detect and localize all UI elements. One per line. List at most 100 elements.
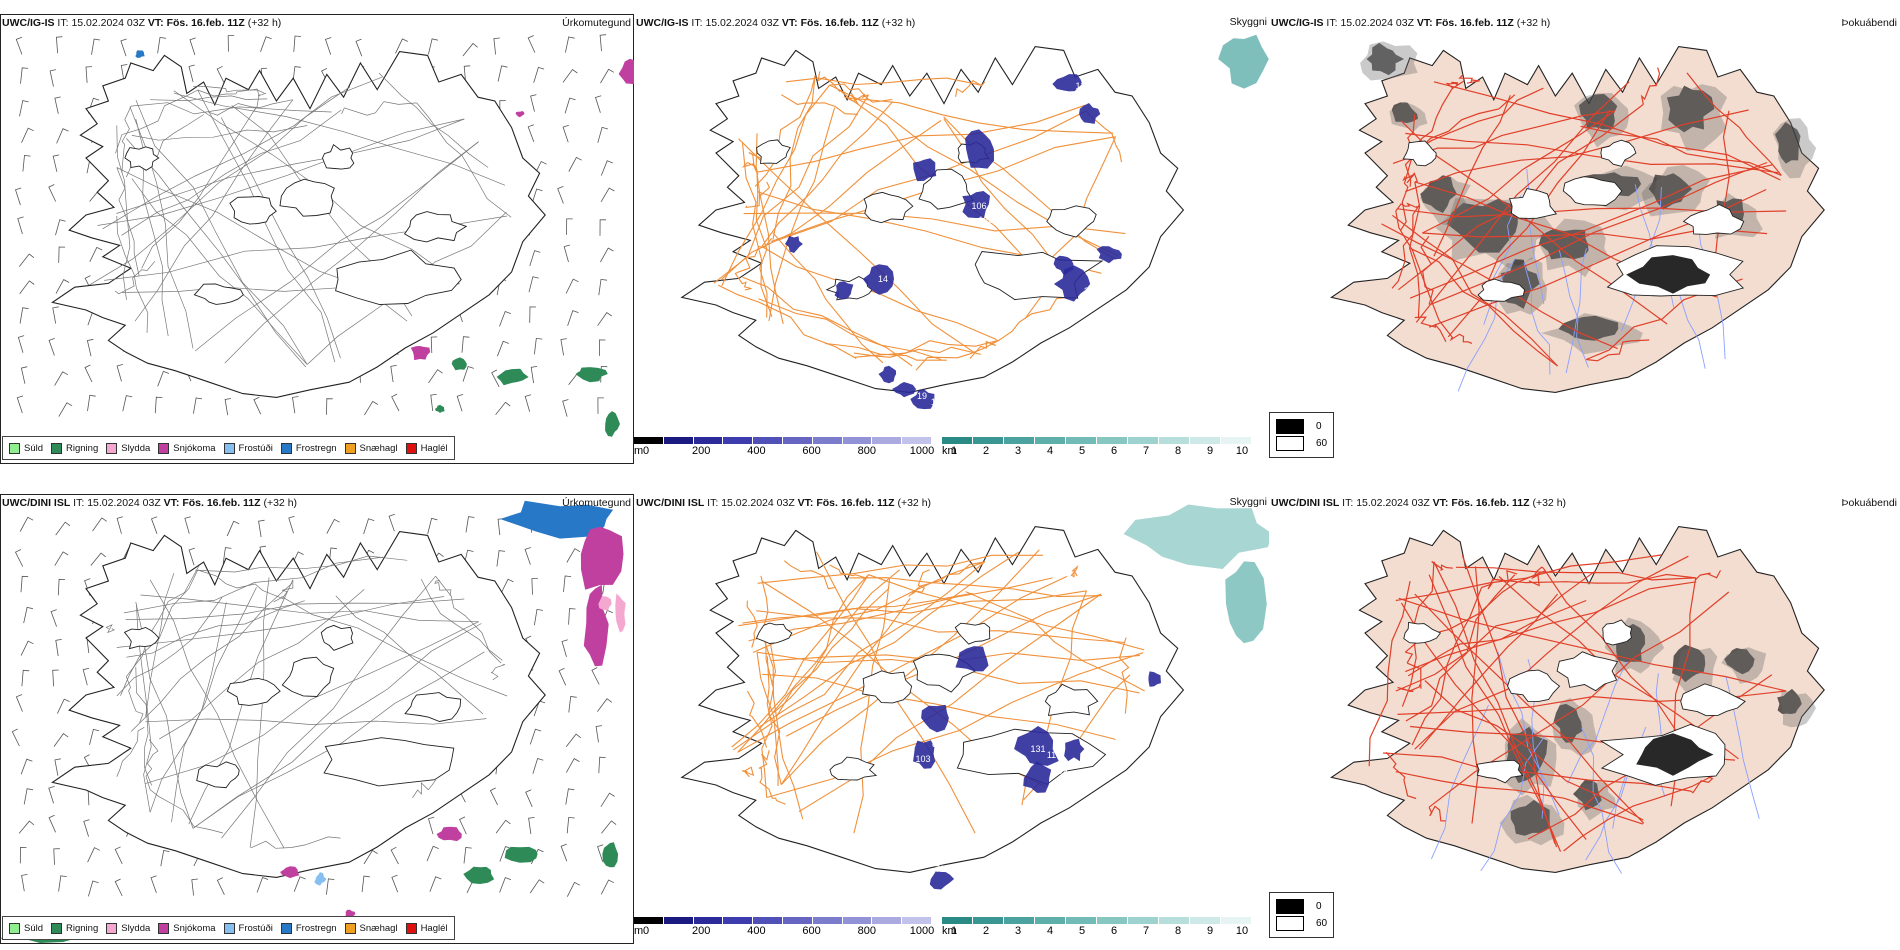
wind-barb: [53, 848, 60, 865]
colorbar-cells: [634, 437, 942, 444]
wind-barb: [54, 96, 61, 114]
road-line: [1395, 771, 1644, 825]
wind-barb: [462, 365, 474, 382]
legend-item: Slydda: [106, 442, 150, 454]
road-line: [1409, 80, 1465, 154]
wind-barb: [558, 667, 567, 686]
glacier-outline: [124, 146, 160, 171]
legend-label: Snæhagl: [359, 442, 398, 454]
glacier-outline: [1046, 205, 1097, 238]
road-line: [829, 83, 893, 103]
road-line: [734, 271, 752, 291]
low-cloud-area: [1053, 255, 1074, 276]
wind-barb: [496, 550, 506, 567]
road-line: [1405, 581, 1697, 673]
colorbar-tick-label: 1: [950, 925, 958, 937]
wind-barb: [527, 124, 535, 142]
wind-barb: [114, 878, 123, 897]
road-line: [755, 133, 784, 325]
road-line: [720, 120, 942, 281]
legend-item: Frostregn: [280, 922, 337, 934]
road-line: [250, 836, 341, 849]
precip-map-top: [0, 14, 634, 464]
wind-barb: [591, 667, 600, 685]
visibility-value-label: 106: [971, 201, 986, 211]
road-line: [1586, 339, 1650, 362]
low-cloud-area: [962, 191, 990, 218]
colorbar-tick-label: 4: [1046, 445, 1054, 457]
colorbar-tick-label: 1000: [909, 445, 935, 457]
precip-area: [598, 596, 612, 611]
colorbar-cell: [1159, 437, 1190, 444]
colorbar-cell: [1159, 917, 1190, 924]
legend-label: Frostúði: [238, 442, 273, 454]
wind-barb: [462, 42, 478, 57]
precip-area: [515, 111, 525, 118]
wind-barb: [598, 756, 606, 774]
road-line: [757, 554, 1043, 584]
glacier-outline: [1476, 759, 1524, 784]
fog-patch: [1558, 315, 1619, 341]
wind-barb: [188, 64, 195, 83]
road-line: [1407, 599, 1587, 677]
glacier-outline: [404, 692, 462, 722]
wind-barb: [184, 516, 191, 534]
visibility-value-label: 139: [1075, 81, 1090, 91]
road-line: [420, 578, 503, 661]
legend-swatch: [344, 442, 356, 454]
colorbar-cell: [723, 917, 754, 924]
road-line: [1392, 110, 1615, 164]
road-line: [1461, 555, 1558, 848]
road-line: [762, 673, 1116, 740]
wind-barb: [600, 792, 615, 807]
road-line: [249, 577, 270, 848]
wind-barb: [157, 36, 166, 54]
wind-barb: [561, 639, 568, 658]
wind-barb: [568, 696, 577, 713]
legend-swatch: [51, 922, 63, 934]
colorbar-cell: [973, 437, 1004, 444]
wind-barb: [326, 398, 333, 415]
wind-barb: [157, 370, 170, 387]
colorbar-cell: [1066, 917, 1097, 924]
colorbar-cell: [942, 437, 973, 444]
wind-barb: [122, 395, 133, 412]
fog-legend-row: 0: [1276, 899, 1327, 914]
legend-item: Haglél: [405, 442, 448, 454]
legend-label: Súld: [24, 442, 44, 454]
legend-item: Rigning: [51, 442, 98, 454]
colorbar-tick-label: 9: [1206, 445, 1214, 457]
fog-patch: [1510, 799, 1550, 836]
ceiling-colorbar: 0 200 400 600 800 1000 m: [634, 437, 942, 458]
colorbar-cell: [1004, 437, 1035, 444]
wind-barb: [88, 880, 99, 897]
wind-barb: [597, 397, 604, 414]
wind-barb: [227, 35, 235, 52]
colorbar-tick-label: 5: [1078, 445, 1086, 457]
legend-label: Snæhagl: [359, 922, 398, 934]
colorbar-cell: [973, 917, 1004, 924]
wind-barb: [595, 725, 603, 743]
road-line: [737, 569, 900, 753]
road-line: [221, 575, 436, 839]
fog-patch: [1366, 42, 1405, 76]
fog-patch: [1447, 198, 1518, 253]
wind-barb: [531, 188, 543, 205]
road-line: [123, 556, 384, 614]
wind-barb: [391, 393, 400, 412]
low-cloud-area: [834, 281, 854, 300]
wind-barb: [600, 879, 615, 895]
wind-barb: [461, 336, 470, 353]
wind-barb: [427, 517, 438, 534]
fog-legend: 0 60: [1269, 412, 1335, 458]
road-line: [116, 118, 465, 214]
road-line: [416, 102, 512, 218]
wind-barb: [465, 516, 475, 533]
low-cloud-area: [1064, 738, 1085, 762]
iceland-outline: [51, 51, 546, 398]
fog-halo: [1552, 698, 1598, 757]
glacier-outline: [1680, 683, 1746, 717]
road-line: [764, 629, 782, 785]
road-line: [1405, 87, 1544, 158]
road-line: [754, 75, 816, 187]
